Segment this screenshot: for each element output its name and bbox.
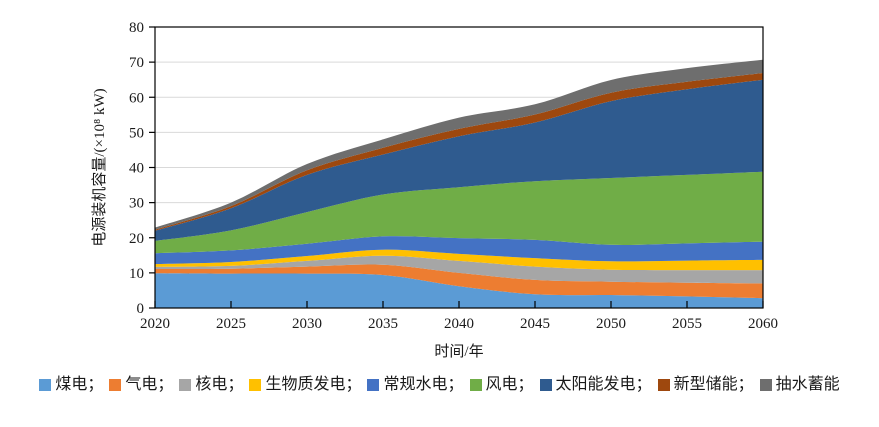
legend-label-storage: 新型储能 (673, 376, 738, 393)
y-tick-label-30: 30 (129, 196, 144, 212)
legend-label-pumped: 抽水蓄能 (775, 376, 840, 393)
x-tick-label-2035: 2035 (368, 316, 398, 332)
area-nuclear (155, 255, 763, 284)
area-series (155, 59, 763, 308)
y-tick-labels: 0 10 20 30 40 50 60 70 80 (129, 20, 144, 317)
legend-swatch-storage (657, 379, 670, 391)
legend-label-solar: 太阳能发电 (555, 376, 636, 393)
y-tick-label-80: 80 (129, 20, 144, 36)
x-tick-label-2025: 2025 (216, 316, 246, 332)
legend-label-coal: 煤电 (55, 376, 88, 393)
legend-swatch-wind (469, 379, 482, 391)
area-hydro (155, 236, 763, 265)
y-tick-label-0: 0 (137, 301, 145, 317)
area-solar (155, 79, 763, 241)
legend-swatch-hydro (367, 379, 380, 391)
legend-label-biomass: 生物质发电 (265, 376, 346, 393)
legend-item-nuclear: 核电； (179, 377, 249, 393)
legend-swatch-solar (539, 379, 552, 391)
y-tick-label-50: 50 (129, 125, 144, 141)
y-tick-label-20: 20 (129, 231, 144, 247)
area-biomass (155, 249, 763, 271)
area-gas (155, 264, 763, 299)
legend-label-gas: 气电 (125, 376, 158, 393)
area-wind (155, 171, 763, 254)
x-tick-label-2055: 2055 (672, 316, 702, 332)
legend-swatch-pumped (759, 379, 772, 391)
y-tick-label-70: 70 (129, 55, 144, 71)
legend-separator: ； (635, 376, 652, 393)
legend-separator: ； (227, 376, 244, 393)
x-tick-label-2045: 2045 (520, 316, 550, 332)
legend-swatch-nuclear (179, 379, 192, 391)
x-tick-label-2040: 2040 (444, 316, 474, 332)
legend-label-wind: 风电 (485, 376, 518, 393)
area-pumped (155, 59, 763, 230)
legend-swatch-gas (109, 379, 122, 391)
legend-separator: ； (517, 376, 534, 393)
legend-item-solar: 太阳能发电； (539, 376, 658, 393)
legend-item-gas: 气电； (109, 377, 179, 393)
legend-label-hydro: 常规水电 (383, 376, 448, 393)
legend-label-nuclear: 核电 (195, 376, 228, 393)
legend-item-storage: 新型储能； (657, 376, 760, 393)
area-coal (155, 273, 763, 308)
x-tick-label-2050: 2050 (596, 316, 626, 332)
legend-item-pumped: 抽水蓄能 (759, 376, 840, 393)
legend-separator: ； (447, 376, 464, 393)
x-tick-label-2020: 2020 (140, 316, 170, 332)
y-tick-label-40: 40 (129, 161, 144, 177)
legend-item-coal: 煤电； (39, 377, 109, 393)
x-tick-labels: 2020 2025 2030 2035 2040 2045 2050 2055 2060 (140, 316, 778, 332)
y-tick-label-10: 10 (129, 266, 144, 282)
x-axis-title: 时间/年 (434, 343, 483, 360)
y-tick-label-60: 60 (129, 90, 144, 106)
legend-swatch-coal (39, 379, 52, 391)
legend-separator: ； (87, 376, 104, 393)
legend-separator: ； (737, 376, 754, 393)
legend-item-wind: 风电； (469, 376, 540, 393)
legend-separator: ； (345, 376, 362, 393)
axis-ticks (149, 26, 764, 309)
x-tick-label-2060: 2060 (748, 316, 778, 332)
legend-swatch-biomass (249, 379, 262, 391)
legend-item-biomass: 生物质发电； (249, 377, 367, 393)
legend-item-hydro: 常规水电； (367, 377, 469, 393)
x-tick-label-2030: 2030 (292, 316, 322, 332)
legend-separator: ； (157, 376, 174, 393)
y-axis-title: 电源装机容量/(×10⁸ kW) (91, 88, 108, 246)
chart-legend: 煤电；气电；核电；生物质发电；常规水电；风电；太阳能发电；新型储能；抽水蓄能 (0, 377, 879, 393)
